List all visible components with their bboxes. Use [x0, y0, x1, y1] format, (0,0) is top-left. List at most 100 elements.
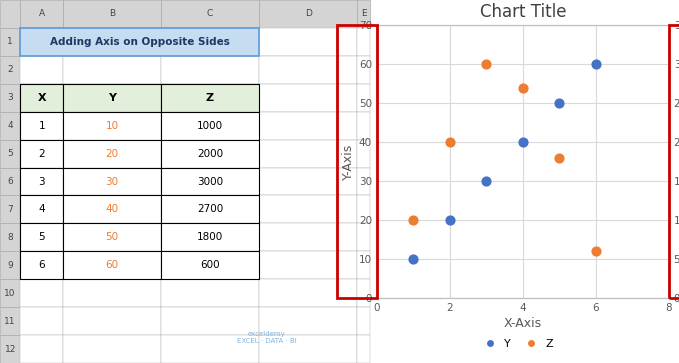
Bar: [259, 223, 357, 251]
Text: 1: 1: [7, 37, 13, 46]
Bar: [161, 0, 259, 28]
Text: 6: 6: [7, 177, 13, 186]
Bar: [0, 0, 20, 28]
Bar: [161, 195, 259, 223]
Bar: [0, 168, 20, 195]
Bar: [161, 195, 259, 223]
Text: Z: Z: [206, 93, 214, 103]
Text: B: B: [109, 9, 115, 19]
Text: 20: 20: [105, 148, 119, 159]
Bar: [0, 223, 20, 251]
Point: [481, 178, 492, 184]
Text: 6: 6: [38, 260, 45, 270]
Bar: [161, 307, 259, 335]
Bar: [20, 223, 63, 251]
Bar: [20, 195, 63, 223]
Bar: [357, 112, 370, 140]
Text: 60: 60: [105, 260, 119, 270]
Text: 10: 10: [105, 121, 119, 131]
Bar: [0, 56, 20, 84]
Bar: [20, 168, 63, 195]
Text: A: A: [39, 9, 45, 19]
Bar: [20, 112, 63, 140]
Text: 2: 2: [7, 65, 13, 74]
Bar: [357, 168, 370, 195]
Text: 4: 4: [38, 204, 45, 215]
Bar: [20, 28, 259, 56]
Text: 5: 5: [7, 149, 13, 158]
Bar: [161, 28, 259, 56]
Text: 40: 40: [105, 204, 119, 215]
Bar: [20, 84, 63, 112]
Bar: [259, 279, 357, 307]
Bar: [63, 168, 161, 195]
Text: D: D: [305, 9, 312, 19]
Bar: [259, 335, 357, 363]
Bar: [357, 279, 370, 307]
Bar: [63, 307, 161, 335]
Text: 3: 3: [7, 93, 13, 102]
Text: 50: 50: [105, 232, 119, 242]
Point: [517, 85, 528, 90]
Bar: [20, 56, 63, 84]
Bar: [357, 84, 370, 112]
Point: [408, 217, 419, 223]
Bar: [63, 251, 161, 279]
Point: [554, 155, 565, 160]
Text: 1: 1: [38, 121, 45, 131]
Bar: [63, 335, 161, 363]
Bar: [357, 0, 370, 28]
Bar: [20, 335, 63, 363]
Bar: [63, 140, 161, 168]
Bar: [20, 84, 63, 112]
Bar: [161, 56, 259, 84]
Bar: [161, 335, 259, 363]
Bar: [20, 28, 63, 56]
Bar: [0, 140, 20, 168]
Bar: [20, 140, 63, 168]
Bar: [0, 279, 20, 307]
Bar: [161, 140, 259, 168]
Bar: [161, 112, 259, 140]
Bar: [63, 223, 161, 251]
Point: [444, 139, 455, 145]
Bar: [161, 112, 259, 140]
Text: 9: 9: [7, 261, 13, 270]
Bar: [357, 251, 370, 279]
Text: 1800: 1800: [197, 232, 223, 242]
Bar: [63, 279, 161, 307]
Bar: [0, 28, 20, 56]
Bar: [0, 251, 20, 279]
Point: [517, 139, 528, 145]
Bar: [20, 223, 63, 251]
Bar: [357, 28, 370, 56]
Bar: [357, 335, 370, 363]
Text: Adding Axis on Opposite Sides: Adding Axis on Opposite Sides: [50, 37, 230, 47]
Text: exceldemy
EXCEL · DATA · BI: exceldemy EXCEL · DATA · BI: [236, 331, 296, 344]
Point: [590, 61, 602, 67]
Point: [408, 256, 419, 262]
Bar: [259, 140, 357, 168]
X-axis label: X-Axis: X-Axis: [504, 317, 542, 330]
Legend: Y, Z: Y, Z: [475, 335, 557, 354]
Bar: [63, 84, 161, 112]
Bar: [20, 140, 63, 168]
Text: Y: Y: [108, 93, 116, 103]
Bar: [20, 279, 63, 307]
Bar: [161, 168, 259, 195]
Bar: [357, 195, 370, 223]
Bar: [161, 223, 259, 251]
Text: 5: 5: [38, 232, 45, 242]
Text: E: E: [361, 9, 367, 19]
Text: 12: 12: [5, 344, 16, 354]
Point: [444, 217, 455, 223]
Bar: [63, 195, 161, 223]
Bar: [20, 168, 63, 195]
Title: Chart Title: Chart Title: [479, 3, 566, 21]
Text: 7: 7: [7, 205, 13, 214]
Bar: [259, 112, 357, 140]
Bar: [63, 28, 161, 56]
Bar: [357, 56, 370, 84]
Bar: [20, 0, 63, 28]
Bar: [259, 84, 357, 112]
